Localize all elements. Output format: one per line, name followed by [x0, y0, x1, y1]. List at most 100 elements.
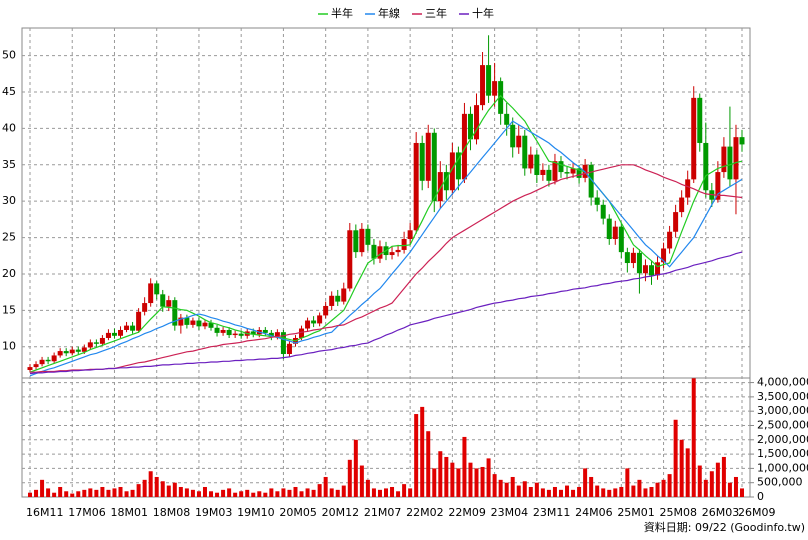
candle-body — [160, 294, 166, 307]
volume-bar — [504, 482, 509, 497]
source-note: 資料日期: 09/22 (Goodinfo.tw) — [644, 520, 805, 534]
x-tick-label: 25M01 — [617, 506, 655, 519]
candle-body — [661, 248, 667, 263]
volume-bar — [371, 488, 376, 497]
candle-body — [75, 349, 81, 352]
volume-bar — [510, 476, 515, 497]
candle-body — [540, 169, 546, 175]
volume-bar — [46, 488, 51, 497]
volume-bar — [293, 486, 298, 497]
candle-body — [232, 333, 238, 336]
candle-body — [673, 212, 679, 232]
x-tick-label: 24M06 — [575, 506, 613, 519]
volume-tick-label: 0 — [757, 490, 764, 503]
volume-bar — [462, 436, 467, 497]
volume-bar — [142, 479, 147, 497]
candle-body — [552, 161, 558, 181]
candle-body — [685, 179, 691, 198]
candle-body — [431, 132, 437, 202]
candle-body — [365, 228, 371, 245]
volume-bar — [703, 479, 708, 497]
candle-body — [534, 154, 540, 175]
volume-bar — [679, 439, 684, 497]
candle-body — [437, 172, 443, 202]
candle-body — [51, 355, 57, 362]
candle-body — [220, 329, 226, 333]
candle-body — [510, 124, 516, 148]
candle-body — [148, 283, 154, 304]
legend-label: 半年 — [331, 6, 353, 20]
candle-body — [371, 244, 377, 259]
volume-bar — [721, 456, 726, 497]
candle-body — [299, 328, 305, 338]
candle-body — [697, 97, 703, 143]
volume-bar — [552, 486, 557, 497]
y-tick-label: 15 — [2, 303, 16, 316]
volume-tick-label: 3,500,000 — [757, 390, 808, 403]
candle-body — [329, 295, 335, 306]
volume-bar — [40, 479, 45, 497]
volume-bar — [118, 486, 123, 497]
volume-bar — [94, 489, 99, 497]
candle-body — [124, 325, 130, 330]
volume-bar — [565, 485, 570, 497]
candle-body — [389, 252, 395, 256]
x-tick-label: 17M06 — [68, 506, 106, 519]
candle-body — [624, 252, 630, 264]
volume-bar — [540, 488, 545, 497]
x-tick-label: 21M07 — [364, 506, 402, 519]
volume-bar — [396, 491, 401, 497]
x-tick-label: 19M10 — [237, 506, 275, 519]
volume-bar — [28, 492, 32, 497]
volume-bar — [136, 484, 141, 497]
volume-bar — [148, 471, 153, 497]
volume-bar — [70, 493, 75, 497]
volume-bar — [444, 456, 449, 497]
y-tick-label: 25 — [2, 231, 16, 244]
volume-bar — [426, 431, 431, 497]
candle-body — [347, 230, 353, 289]
candle-body — [401, 239, 407, 250]
volume-bar — [124, 491, 129, 497]
candle-body — [407, 230, 413, 240]
volume-bar — [631, 485, 636, 497]
candle-body — [715, 172, 721, 200]
volume-bar — [34, 489, 39, 497]
x-tick-label: 23M04 — [491, 506, 529, 519]
volume-bar — [112, 488, 117, 497]
volume-bar — [275, 491, 280, 497]
volume-bar — [649, 486, 654, 497]
candle-body — [564, 172, 570, 174]
volume-bar — [190, 489, 195, 497]
volume-bar — [516, 485, 521, 497]
candle-body — [63, 351, 69, 354]
volume-bar — [607, 489, 612, 497]
volume-bar — [534, 482, 539, 497]
volume-bar — [245, 489, 250, 497]
volume-bar — [637, 479, 642, 497]
candle-body — [341, 288, 347, 302]
x-tick-label: 26M03 — [702, 506, 740, 519]
volume-bar — [583, 468, 588, 497]
candle-body — [184, 317, 190, 325]
candle-body — [142, 303, 148, 312]
volume-bar — [341, 485, 346, 497]
candle-body — [679, 197, 685, 213]
candle-body — [504, 113, 510, 125]
volume-bar — [233, 492, 238, 497]
y-tick-label: 35 — [2, 158, 16, 171]
candle-body — [449, 152, 455, 191]
volume-bar — [432, 468, 437, 497]
volume-bar — [88, 488, 93, 497]
candle-body — [45, 359, 51, 362]
volume-bar — [257, 491, 262, 497]
volume-bar — [317, 484, 322, 497]
y-tick-label: 20 — [2, 267, 16, 280]
volume-tick-label: 2,000,000 — [757, 433, 808, 446]
candle-body — [486, 65, 492, 96]
candle-body — [467, 113, 473, 140]
x-tick-label: 20M12 — [322, 506, 360, 519]
candle-body — [721, 146, 727, 173]
candle-body — [99, 337, 105, 344]
